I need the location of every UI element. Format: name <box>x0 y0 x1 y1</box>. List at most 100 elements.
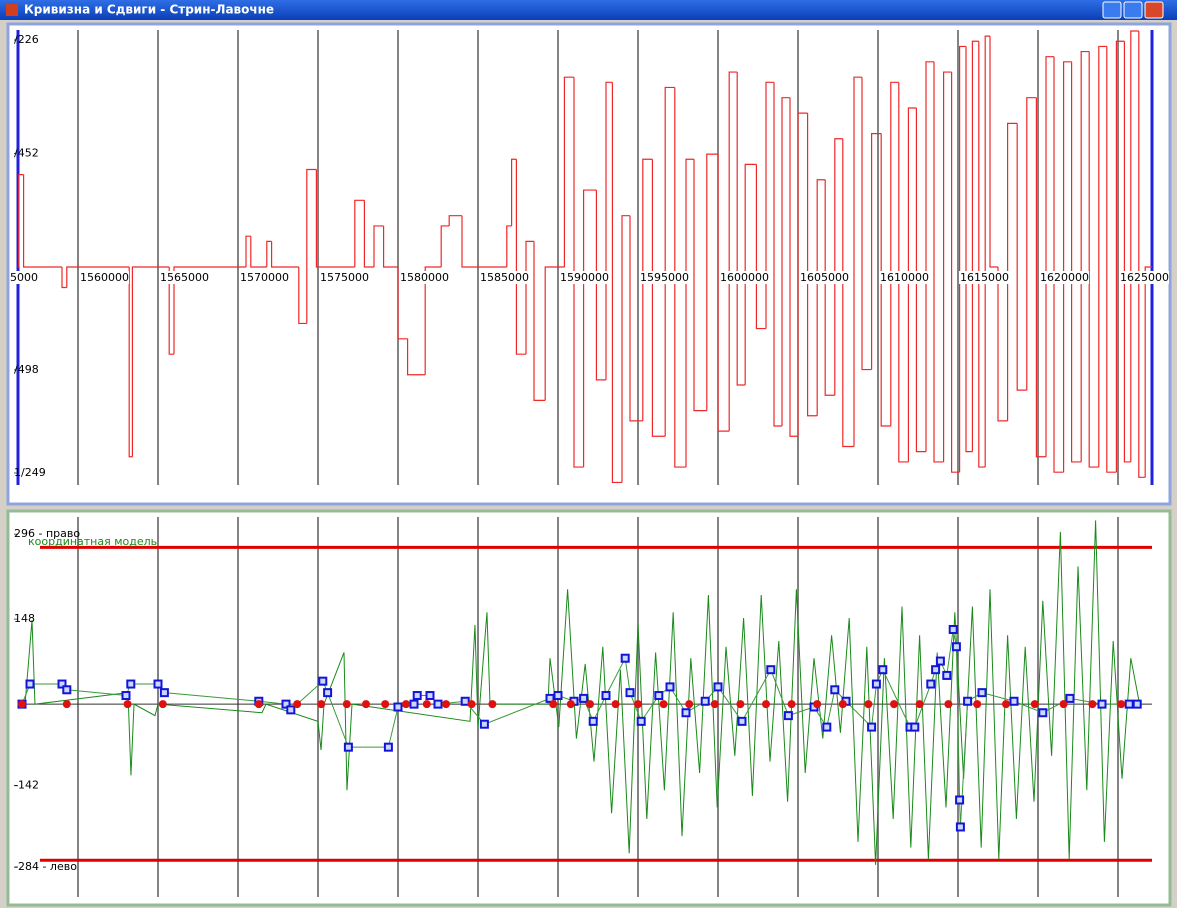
step-segment <box>461 215 507 268</box>
x-tick-label: 1580000 <box>400 271 449 284</box>
dot-marker <box>1002 700 1010 709</box>
tick-label-bg <box>479 270 529 284</box>
step-segment <box>871 133 882 370</box>
step-segment <box>907 107 917 462</box>
step-segment <box>674 87 686 468</box>
step-segment <box>834 138 843 396</box>
tick-label-bg <box>559 270 609 284</box>
dot-marker <box>864 700 873 709</box>
x-start-label: 5000 <box>10 271 38 284</box>
step-segment <box>533 241 546 401</box>
tick-label-bg <box>319 270 369 284</box>
step-segment <box>925 61 934 452</box>
step-segment <box>664 86 675 437</box>
square-marker <box>783 711 793 721</box>
series-line <box>24 520 1141 865</box>
step-segment <box>373 225 384 267</box>
square-marker <box>479 719 489 729</box>
step-segment <box>824 179 835 396</box>
maximize-button[interactable] <box>1123 1 1143 19</box>
square-marker <box>1009 696 1019 706</box>
step-segment <box>271 241 299 268</box>
step-segment <box>544 266 565 401</box>
connector-line <box>21 629 1138 827</box>
step-segment <box>773 82 782 427</box>
tick-label-bg <box>159 270 209 284</box>
tick-label-bg <box>1039 270 1089 284</box>
step-segment <box>1071 61 1082 463</box>
step-segment <box>306 168 317 324</box>
dot-marker <box>402 700 410 709</box>
step-segment <box>440 225 450 267</box>
step-segment <box>965 46 973 453</box>
square-marker <box>425 691 435 701</box>
dot-marker <box>362 700 370 709</box>
square-marker <box>766 665 776 675</box>
dot-marker <box>566 700 575 709</box>
minimize-button[interactable] <box>1102 1 1122 19</box>
x-tick-label: 1615000 <box>960 271 1009 284</box>
x-tick-label: 1605000 <box>800 271 849 284</box>
step-segment <box>173 266 246 355</box>
x-tick-label: 1595000 <box>640 271 689 284</box>
square-marker <box>926 679 936 689</box>
step-segment <box>611 82 622 484</box>
y-tick-label: 1/249 <box>14 466 46 479</box>
step-segment <box>943 71 952 462</box>
step-segment <box>424 266 442 375</box>
square-marker <box>878 665 888 675</box>
square-marker <box>553 691 563 701</box>
dot-marker <box>488 700 497 709</box>
step-segment <box>880 133 891 427</box>
square-marker <box>412 691 422 701</box>
square-marker <box>286 705 296 715</box>
step-segment <box>693 159 707 412</box>
step-segment <box>1088 51 1099 468</box>
dot-marker <box>342 700 351 709</box>
step-segment <box>1130 30 1139 462</box>
square-marker <box>1065 693 1075 703</box>
step-segment <box>245 235 251 267</box>
step-segment <box>781 97 790 427</box>
square-marker <box>1038 708 1048 718</box>
dot-marker <box>1117 700 1126 709</box>
step-segment <box>61 266 67 289</box>
square-marker <box>121 691 131 701</box>
step-segment <box>363 200 374 268</box>
dot-marker <box>442 700 450 709</box>
square-marker <box>620 653 630 663</box>
square-marker <box>1097 699 1107 709</box>
step-segment <box>583 189 597 468</box>
close-button[interactable] <box>1144 1 1164 19</box>
step-segment <box>407 338 426 376</box>
step-segment <box>315 169 355 268</box>
dot-marker <box>1059 700 1068 709</box>
square-marker <box>383 742 393 752</box>
legend-label: координатная модель <box>28 535 157 548</box>
step-segment <box>595 190 606 381</box>
step-segment <box>842 138 854 448</box>
step-segment <box>1123 41 1131 463</box>
step-segment <box>890 81 899 427</box>
square-marker <box>343 742 353 752</box>
tick-label-bg <box>879 270 929 284</box>
step-segment <box>717 154 730 432</box>
step-segment <box>989 36 998 268</box>
x-tick-label: 1590000 <box>560 271 609 284</box>
square-marker <box>737 716 747 726</box>
step-segment <box>971 40 979 452</box>
square-marker <box>636 716 646 726</box>
square-marker <box>963 696 973 706</box>
step-segment <box>1035 97 1046 458</box>
square-marker <box>460 696 470 706</box>
square-marker <box>579 693 589 703</box>
step-segment <box>511 158 517 226</box>
step-segment <box>765 81 774 329</box>
x-tick-label: 1565000 <box>160 271 209 284</box>
step-segment <box>266 240 272 267</box>
dot-marker <box>381 700 390 709</box>
x-tick-label: 1620000 <box>1040 271 1089 284</box>
step-segment <box>629 215 643 422</box>
x-tick-label: 1575000 <box>320 271 369 284</box>
